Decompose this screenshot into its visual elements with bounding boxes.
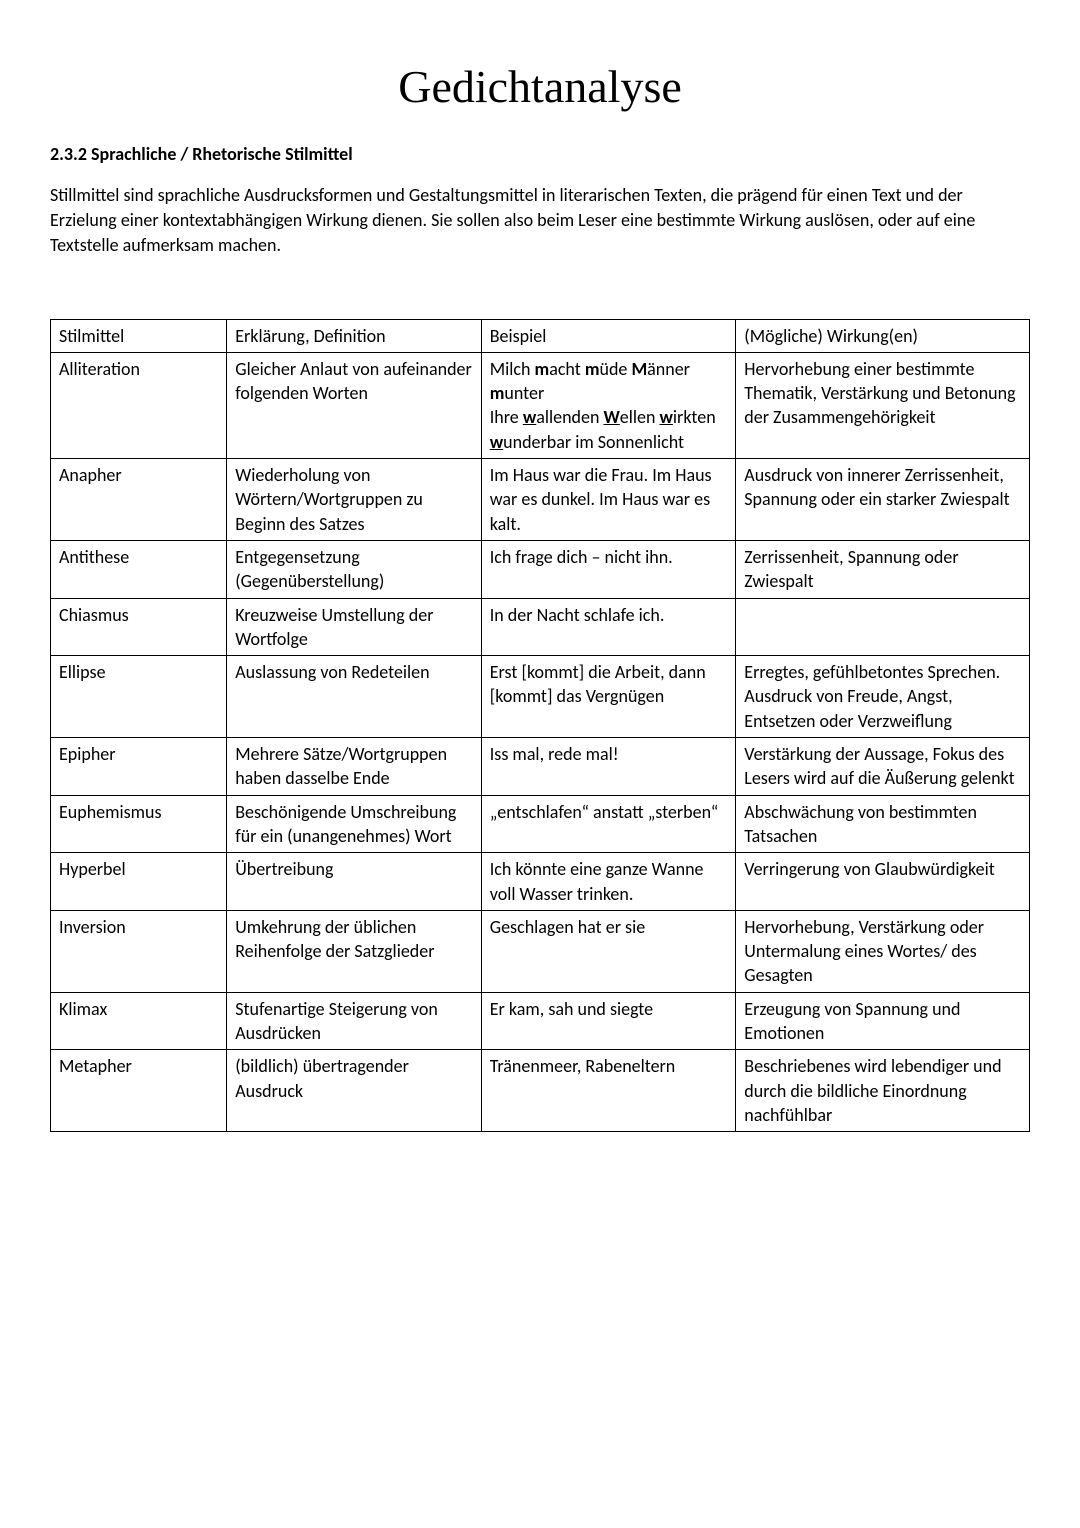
stilmittel-name: Anapher [51, 459, 227, 541]
stilmittel-definition: (bildlich) übertragender Ausdruck [227, 1050, 482, 1132]
stilmittel-definition: Auslassung von Redeteilen [227, 656, 482, 738]
intro-paragraph: Stillmittel sind sprachliche Ausdrucksfo… [50, 183, 1030, 259]
table-row: EllipseAuslassung von RedeteilenErst [ko… [51, 656, 1030, 738]
table-row: AnapherWiederholung von Wörtern/Wortgrup… [51, 459, 1030, 541]
stilmittel-name: Epipher [51, 738, 227, 796]
table-row: Metapher(bildlich) übertragender Ausdruc… [51, 1050, 1030, 1132]
stilmittel-example: Milch macht müde Männer munterIhre walle… [481, 352, 736, 458]
stilmittel-example: „entschlafen“ anstatt „sterben“ [481, 795, 736, 853]
table-row: HyperbelÜbertreibungIch könnte eine ganz… [51, 853, 1030, 911]
stilmittel-definition: Umkehrung der üblichen Reihenfolge der S… [227, 910, 482, 992]
stilmittel-name: Alliteration [51, 352, 227, 458]
stilmittel-example: Ich könnte eine ganze Wanne voll Wasser … [481, 853, 736, 911]
stilmittel-definition: Kreuzweise Umstellung der Wortfolge [227, 598, 482, 656]
stilmittel-example: Tränenmeer, Rabeneltern [481, 1050, 736, 1132]
stilmittel-effect: Erzeugung von Spannung und Emotionen [736, 992, 1030, 1050]
stilmittel-name: Ellipse [51, 656, 227, 738]
table-row: AlliterationGleicher Anlaut von aufeinan… [51, 352, 1030, 458]
stilmittel-effect: Hervorhebung einer bestimmte Thematik, V… [736, 352, 1030, 458]
stilmittel-definition: Stufenartige Steigerung von Ausdrücken [227, 992, 482, 1050]
stilmittel-effect: Beschriebenes wird lebendiger und durch … [736, 1050, 1030, 1132]
stilmittel-example: Erst [kommt] die Arbeit, dann [kommt] da… [481, 656, 736, 738]
stilmittel-definition: Wiederholung von Wörtern/Wortgruppen zu … [227, 459, 482, 541]
column-header: Stilmittel [51, 319, 227, 352]
table-row: KlimaxStufenartige Steigerung von Ausdrü… [51, 992, 1030, 1050]
stilmittel-name: Chiasmus [51, 598, 227, 656]
stilmittel-definition: Mehrere Sätze/Wortgruppen haben dasselbe… [227, 738, 482, 796]
page-title: Gedichtanalyse [50, 60, 1030, 113]
table-row: EuphemismusBeschönigende Umschreibung fü… [51, 795, 1030, 853]
stilmittel-effect: Ausdruck von innerer Zerrissenheit, Span… [736, 459, 1030, 541]
stilmittel-table: StilmittelErklärung, DefinitionBeispiel(… [50, 319, 1030, 1133]
stilmittel-definition: Gleicher Anlaut von aufeinander folgende… [227, 352, 482, 458]
stilmittel-name: Hyperbel [51, 853, 227, 911]
stilmittel-name: Metapher [51, 1050, 227, 1132]
stilmittel-example: Ich frage dich – nicht ihn. [481, 540, 736, 598]
table-row: ChiasmusKreuzweise Umstellung der Wortfo… [51, 598, 1030, 656]
section-heading: 2.3.2 Sprachliche / Rhetorische Stilmitt… [50, 143, 1030, 165]
stilmittel-example: Iss mal, rede mal! [481, 738, 736, 796]
column-header: (Mögliche) Wirkung(en) [736, 319, 1030, 352]
table-header-row: StilmittelErklärung, DefinitionBeispiel(… [51, 319, 1030, 352]
stilmittel-definition: Beschönigende Umschreibung für ein (unan… [227, 795, 482, 853]
stilmittel-effect: Abschwächung von bestimmten Tatsachen [736, 795, 1030, 853]
stilmittel-name: Klimax [51, 992, 227, 1050]
stilmittel-example: Geschlagen hat er sie [481, 910, 736, 992]
table-row: EpipherMehrere Sätze/Wortgruppen haben d… [51, 738, 1030, 796]
stilmittel-effect: Verringerung von Glaubwürdigkeit [736, 853, 1030, 911]
stilmittel-example: Im Haus war die Frau. Im Haus war es dun… [481, 459, 736, 541]
stilmittel-name: Inversion [51, 910, 227, 992]
table-row: AntitheseEntgegensetzung (Gegenüberstell… [51, 540, 1030, 598]
stilmittel-effect: Verstärkung der Aussage, Fokus des Leser… [736, 738, 1030, 796]
stilmittel-name: Euphemismus [51, 795, 227, 853]
column-header: Beispiel [481, 319, 736, 352]
stilmittel-effect [736, 598, 1030, 656]
column-header: Erklärung, Definition [227, 319, 482, 352]
stilmittel-name: Antithese [51, 540, 227, 598]
stilmittel-effect: Erregtes, gefühlbetontes Sprechen. Ausdr… [736, 656, 1030, 738]
table-row: InversionUmkehrung der üblichen Reihenfo… [51, 910, 1030, 992]
stilmittel-effect: Hervorhebung, Verstärkung oder Untermalu… [736, 910, 1030, 992]
stilmittel-example: In der Nacht schlafe ich. [481, 598, 736, 656]
stilmittel-example: Er kam, sah und siegte [481, 992, 736, 1050]
stilmittel-definition: Entgegensetzung (Gegenüberstellung) [227, 540, 482, 598]
stilmittel-effect: Zerrissenheit, Spannung oder Zwiespalt [736, 540, 1030, 598]
stilmittel-definition: Übertreibung [227, 853, 482, 911]
